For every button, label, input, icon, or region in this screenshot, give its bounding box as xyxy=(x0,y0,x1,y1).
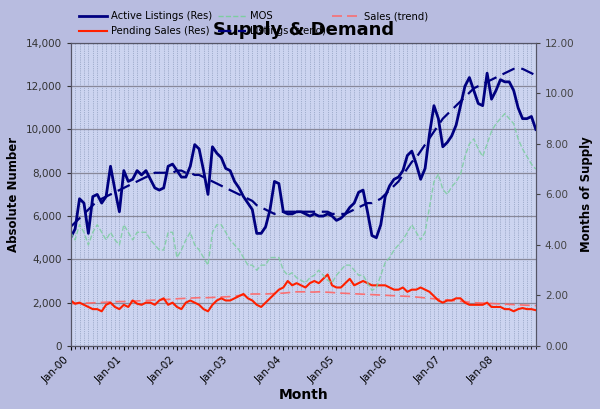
Listings (trend) xyxy=(532,73,539,78)
Listings (trend) xyxy=(337,211,344,216)
MOS xyxy=(80,230,88,235)
MOS xyxy=(391,247,398,252)
Pending Sales (Res) xyxy=(324,272,331,277)
Active Listings (Res) xyxy=(470,88,478,93)
Active Listings (Res) xyxy=(484,71,491,76)
Listings (trend) xyxy=(470,86,478,91)
Sales (trend) xyxy=(342,291,349,296)
Line: Pending Sales (Res): Pending Sales (Res) xyxy=(71,274,536,311)
MOS xyxy=(368,288,376,293)
Pending Sales (Res) xyxy=(350,283,358,288)
Line: Listings (trend): Listings (trend) xyxy=(71,69,536,227)
Line: Sales (trend): Sales (trend) xyxy=(71,292,536,306)
Listings (trend) xyxy=(368,200,376,205)
Active Listings (Res) xyxy=(80,200,88,205)
Active Listings (Res) xyxy=(342,211,349,216)
Active Listings (Res) xyxy=(337,216,344,221)
MOS xyxy=(501,111,508,116)
MOS xyxy=(337,268,344,273)
X-axis label: Month: Month xyxy=(278,388,328,402)
Listings (trend) xyxy=(386,188,393,193)
Line: Active Listings (Res): Active Listings (Res) xyxy=(71,73,536,238)
Pending Sales (Res) xyxy=(80,302,88,307)
Pending Sales (Res) xyxy=(67,298,74,303)
Sales (trend) xyxy=(475,300,482,305)
Sales (trend) xyxy=(346,291,353,296)
Sales (trend) xyxy=(67,301,74,306)
Pending Sales (Res) xyxy=(377,283,385,288)
MOS xyxy=(532,167,539,172)
Listings (trend) xyxy=(342,211,349,216)
Pending Sales (Res) xyxy=(479,302,486,307)
Active Listings (Res) xyxy=(67,235,74,240)
Pending Sales (Res) xyxy=(98,309,105,314)
Sales (trend) xyxy=(80,301,88,306)
MOS xyxy=(342,263,349,267)
Pending Sales (Res) xyxy=(532,308,539,312)
Pending Sales (Res) xyxy=(395,287,402,292)
Sales (trend) xyxy=(391,293,398,298)
Sales (trend) xyxy=(532,303,539,308)
Listings (trend) xyxy=(80,211,88,216)
Listings (trend) xyxy=(67,225,74,229)
MOS xyxy=(475,146,482,151)
Title: Supply & Demand: Supply & Demand xyxy=(212,20,394,38)
Y-axis label: Months of Supply: Months of Supply xyxy=(580,137,593,252)
Active Listings (Res) xyxy=(368,233,376,238)
Pending Sales (Res) xyxy=(346,276,353,281)
Legend: Active Listings (Res), Pending Sales (Res), MOS, Listings (trend), Sales (trend): Active Listings (Res), Pending Sales (Re… xyxy=(76,9,431,40)
Active Listings (Res) xyxy=(386,183,393,188)
Sales (trend) xyxy=(293,289,300,294)
MOS xyxy=(373,285,380,290)
Line: MOS: MOS xyxy=(71,114,536,290)
Y-axis label: Absolute Number: Absolute Number xyxy=(7,137,20,252)
Listings (trend) xyxy=(510,66,517,71)
Active Listings (Res) xyxy=(532,127,539,132)
MOS xyxy=(67,230,74,235)
Sales (trend) xyxy=(373,292,380,297)
